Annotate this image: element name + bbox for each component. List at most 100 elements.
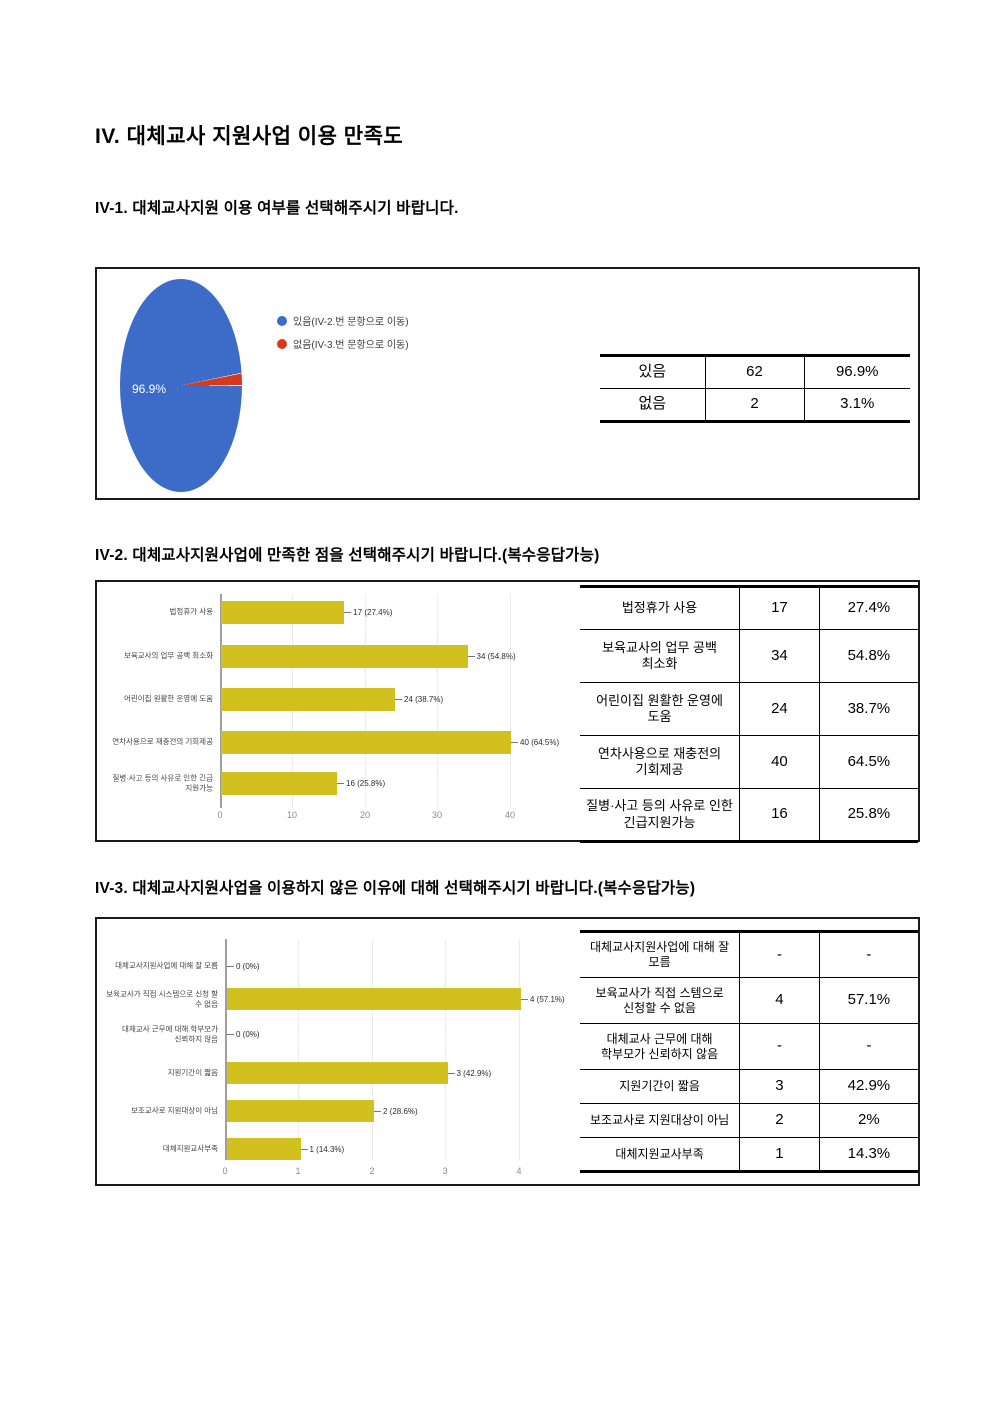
table-cell-label: 연차사용으로 재충전의 기회제공	[580, 735, 741, 789]
bar-row: 4 (57.1%)	[227, 988, 565, 1010]
table-cell-percent: 54.8%	[818, 629, 918, 683]
bar-connector	[395, 699, 402, 700]
bar-row: 1 (14.3%)	[227, 1138, 344, 1160]
legend-dot-icon	[277, 338, 287, 349]
x-tick-label: 4	[516, 1166, 522, 1176]
bar-value-label: 40 (64.5%)	[520, 738, 560, 747]
bar	[221, 601, 345, 624]
table-row: 질병·사고 등의 사유로 인한 긴급지원가능 16 25.8%	[580, 788, 918, 842]
bar-row: 24 (38.7%)	[221, 688, 443, 711]
bar-row: 17 (27.4%)	[221, 601, 392, 624]
table-cell-label: 없음	[600, 388, 706, 422]
x-tick-label: 1	[295, 1166, 301, 1176]
table-cell-count: -	[739, 931, 820, 978]
table-cell-percent: 3.1%	[803, 388, 910, 422]
x-tick-label: 30	[431, 810, 443, 820]
table-cell-percent: 2%	[818, 1103, 918, 1138]
bar	[227, 1138, 301, 1160]
table-cell-percent: 96.9%	[803, 355, 910, 389]
bar-row: 0 (0%)	[227, 1023, 260, 1045]
bar-value-label: 0 (0%)	[236, 961, 260, 971]
table-cell-percent: -	[818, 1023, 918, 1070]
table-cell-label: 있음	[600, 355, 706, 389]
x-tick-label: 0	[217, 810, 223, 820]
bar-row: 2 (28.6%)	[227, 1100, 418, 1122]
bar-row: 0 (0%)	[227, 955, 260, 977]
category-label: 대체교사 근무에 대해 학부모가 신뢰하지 않음	[122, 1024, 218, 1043]
table-cell-label: 대체교사지원사업에 대해 잘 모름	[580, 931, 741, 978]
table-cell-percent: 25.8%	[818, 788, 918, 842]
bar-value-label: 2 (28.6%)	[383, 1106, 418, 1116]
bar	[221, 731, 511, 754]
category-label: 연차사용으로 재충전의 기회제공	[112, 737, 213, 747]
bar-value-label: 16 (25.8%)	[346, 779, 386, 788]
category-label: 보조교사로 지원대상이 아님	[131, 1106, 218, 1116]
legend-label: 있음(IV-2.번 문항으로 이동)	[293, 317, 409, 328]
bar-connector	[511, 742, 518, 743]
bar	[221, 772, 337, 795]
category-label: 보육교사의 업무 공백 최소화	[123, 651, 213, 661]
bar	[227, 1062, 448, 1084]
bar-row: 16 (25.8%)	[221, 772, 385, 795]
gridline	[510, 594, 511, 808]
iv2-result-table: 법정휴가 사용 17 27.4% 보육교사의 업무 공백 최소화 34 54.8…	[580, 585, 918, 843]
x-tick-label: 2	[369, 1166, 375, 1176]
table-cell-percent: 42.9%	[818, 1069, 918, 1104]
bar-value-label: 4 (57.1%)	[530, 994, 565, 1004]
bar-connector	[227, 965, 234, 967]
category-label: 대체교사지원사업에 대해 잘 모름	[115, 961, 218, 971]
table-cell-count: 34	[739, 629, 820, 683]
bar	[227, 1100, 374, 1122]
bar-value-label: 34 (54.8%)	[476, 652, 516, 661]
bar-value-label: 1 (14.3%)	[309, 1144, 345, 1154]
category-label: 어린이집 원활한 운영에 도움	[123, 694, 213, 704]
bar-connector	[521, 998, 528, 1000]
gridline	[372, 939, 373, 1160]
bar-connector	[300, 1148, 308, 1150]
table-cell-count: 4	[739, 977, 820, 1024]
pie-legend: 있음(IV-2.번 문항으로 이동) 없음(IV-3.번 문항으로 이동)	[277, 313, 409, 359]
table-row: 보육교사의 업무 공백 최소화 34 54.8%	[580, 629, 918, 683]
bar	[227, 988, 521, 1010]
category-label: 보육교사가 직접 시스템으로 신청 할 수 없음	[106, 989, 218, 1008]
bar-connector	[337, 783, 344, 784]
table-cell-count: 24	[739, 682, 820, 736]
table-cell-count: 2	[739, 1103, 820, 1138]
table-cell-count: 2	[704, 388, 805, 422]
table-cell-label: 법정휴가 사용	[580, 586, 741, 630]
legend-label: 없음(IV-3.번 문항으로 이동)	[293, 340, 409, 351]
bar-connector	[447, 1072, 455, 1074]
table-cell-percent: 64.5%	[818, 735, 918, 789]
iv3-chart-panel: 대체교사지원사업에 대해 잘 모름 보육교사가 직접 시스템으로 신청 할 수 …	[95, 917, 920, 1186]
table-row: 있음 62 96.9%	[600, 355, 910, 389]
bar-connector	[467, 656, 475, 657]
bar-connector	[344, 612, 352, 613]
bar-row: 3 (42.9%)	[227, 1062, 491, 1084]
table-cell-label: 보육교사의 업무 공백 최소화	[580, 629, 741, 683]
table-row: 없음 2 3.1%	[600, 388, 910, 422]
bar-value-label: 3 (42.9%)	[456, 1068, 492, 1078]
bar-row: 34 (54.8%)	[221, 645, 516, 668]
pie-slice-percent-label: 96.9%	[132, 382, 167, 396]
x-tick-label: 40	[504, 810, 516, 820]
pie-chart: 96.9%	[120, 279, 242, 492]
gridline	[519, 939, 520, 1160]
table-cell-count: -	[739, 1023, 820, 1070]
table-cell-count: 16	[739, 788, 820, 842]
legend-item: 없음(IV-3.번 문항으로 이동)	[277, 336, 409, 351]
iv1-result-table: 있음 62 96.9% 없음 2 3.1%	[600, 354, 910, 423]
bar	[221, 688, 395, 711]
bar-connector	[227, 1033, 234, 1035]
category-label: 법정휴가 사용	[169, 607, 213, 617]
x-tick-label: 0	[222, 1166, 228, 1176]
table-row: 지원기간이 짧음 3 42.9%	[580, 1069, 918, 1104]
table-row: 보조교사로 지원대상이 아님 2 2%	[580, 1103, 918, 1138]
x-tick-label: 20	[359, 810, 371, 820]
table-cell-label: 지원기간이 짧음	[580, 1069, 741, 1104]
iv1-chart-panel: 96.9% 있음(IV-2.번 문항으로 이동) 없음(IV-3.번 문항으로 …	[95, 267, 920, 500]
table-row: 어린이집 원활한 운영에 도움 24 38.7%	[580, 682, 918, 736]
table-cell-percent: -	[818, 931, 918, 978]
table-row: 법정휴가 사용 17 27.4%	[580, 586, 918, 630]
gridline	[437, 594, 438, 808]
iv3-result-table: 대체교사지원사업에 대해 잘 모름 - - 보육교사가 직접 스템으로 신청할 …	[580, 930, 918, 1173]
